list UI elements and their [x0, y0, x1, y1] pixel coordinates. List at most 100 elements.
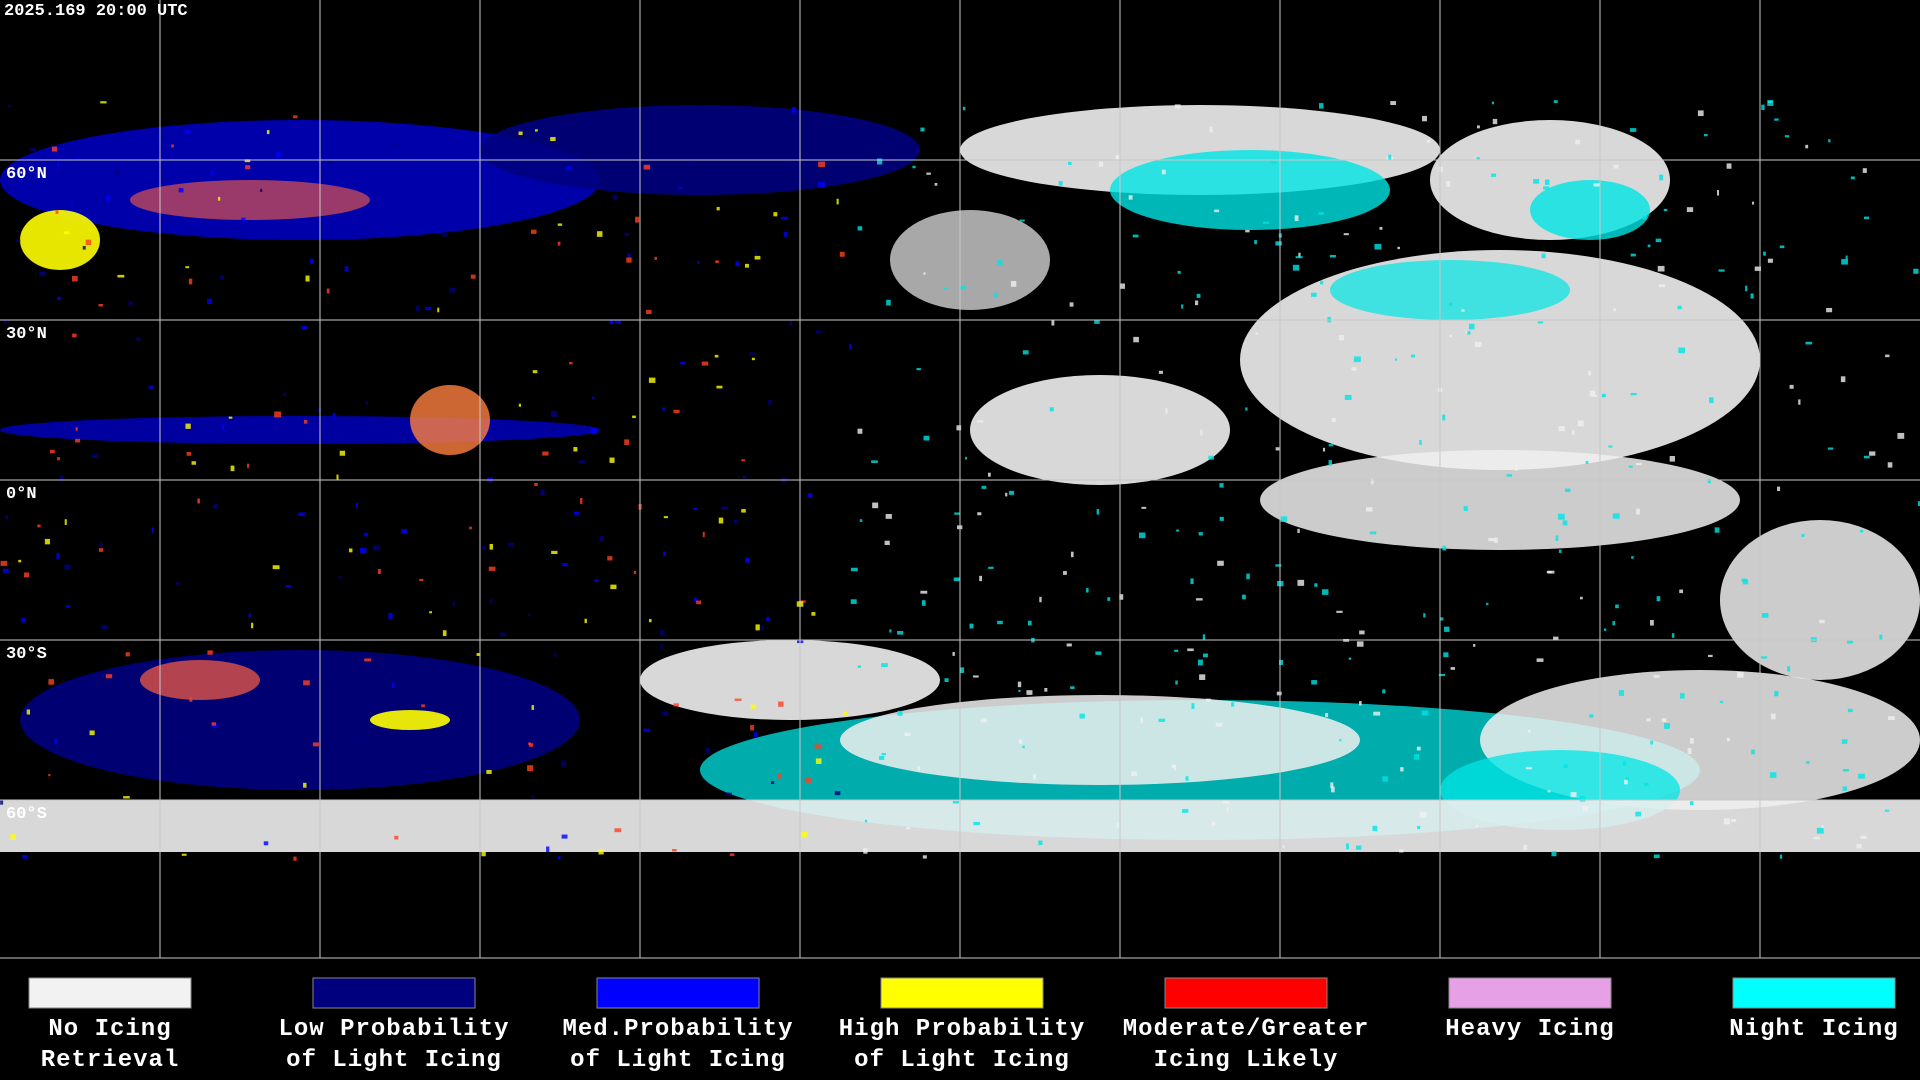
cloud-speck [1190, 578, 1194, 585]
cloud-speck [1049, 407, 1054, 412]
cloud-speck [1689, 801, 1694, 806]
cloud-speck [1348, 657, 1352, 660]
cloud-speck [881, 752, 886, 756]
cloud-speck [1726, 163, 1732, 169]
cloud-speck [1446, 181, 1451, 187]
cloud-speck [1171, 764, 1176, 768]
cloud-speck [348, 548, 353, 553]
cloud-speck [877, 158, 883, 165]
cloud-speck [705, 747, 710, 754]
cloud-speck [1421, 710, 1429, 716]
cloud-speck [1842, 768, 1849, 772]
cloud-speck [1774, 690, 1779, 697]
cloud-speck [293, 115, 298, 119]
cloud-speck [1671, 633, 1675, 638]
cloud-speck [573, 447, 578, 452]
cloud-speck [557, 223, 563, 226]
cloud-speck [944, 678, 949, 683]
legend-swatch [1448, 977, 1612, 1009]
cloud-speck [1658, 284, 1666, 288]
cloud-speck [1467, 331, 1471, 335]
cloud-speck [1187, 648, 1194, 652]
legend-swatch [596, 977, 760, 1009]
cloud-speck [1669, 456, 1675, 462]
cloud-speck [1096, 508, 1100, 515]
cloud-speck [1774, 118, 1779, 121]
cloud-speck [191, 461, 196, 465]
cloud-speck [1343, 233, 1349, 236]
cloud-speck [1869, 451, 1876, 456]
cloud-speck [1044, 687, 1048, 692]
cloud-speck [482, 546, 486, 550]
cloud-speck [1544, 179, 1550, 185]
cloud-speck [814, 744, 822, 749]
cloud-speck [1294, 215, 1299, 222]
cloud-speck [469, 526, 472, 530]
cloud-speck [1066, 643, 1072, 647]
cloud-speck [1140, 717, 1143, 724]
cloud-speck [643, 728, 650, 732]
cloud-speck [1558, 426, 1565, 432]
legend-label: Moderate/Greater [1123, 1016, 1369, 1043]
cloud-speck [783, 231, 788, 237]
cloud-speck [1379, 226, 1383, 230]
cloud-speck [834, 791, 841, 796]
cloud-speck [594, 579, 599, 583]
cloud-speck [692, 507, 698, 510]
cloud-speck [1689, 738, 1694, 744]
cloud-speck [54, 738, 58, 744]
cloud-speck [1723, 818, 1731, 825]
cloud-speck [1027, 620, 1032, 626]
cloud-speck [1476, 157, 1480, 160]
cloud-speck [1373, 711, 1381, 716]
cloud-speck [857, 665, 861, 668]
cloud-speck [136, 337, 141, 341]
cloud-speck [1197, 659, 1203, 666]
cloud-speck [973, 821, 981, 826]
cloud-speck [419, 578, 424, 581]
cloud-speck [897, 631, 904, 635]
cloud-speck [1215, 722, 1223, 727]
cloud-speck [98, 548, 104, 552]
cloud-speck [155, 666, 159, 669]
cloud-speck [22, 854, 28, 859]
cloud-speck [488, 566, 496, 571]
cloud-speck [920, 590, 928, 594]
latitude-label: 60°S [6, 805, 47, 824]
latitude-label: 0°N [6, 485, 37, 504]
cloud-speck [529, 743, 534, 747]
cloud-speck [1594, 394, 1598, 397]
cloud-speck [189, 697, 193, 702]
cloud-speck [1359, 700, 1362, 706]
cloud-speck [635, 216, 640, 223]
cloud-speck [1115, 155, 1120, 160]
cloud-speck [1887, 716, 1895, 720]
cloud-speck [1018, 739, 1023, 744]
cloud-speck [571, 425, 579, 430]
cloud-speck [213, 504, 218, 509]
cloud-speck [981, 485, 987, 489]
cloud-speck [1630, 253, 1636, 257]
cloud-speck [1209, 126, 1213, 133]
cloud-speck [1787, 666, 1791, 672]
cloud-speck [753, 732, 758, 737]
cloud-speck [1488, 538, 1495, 542]
cloud-speck [489, 599, 493, 603]
cloud-speck [1165, 408, 1168, 414]
cloud-speck [241, 217, 246, 222]
cloud-speck [1750, 293, 1754, 299]
cloud-speck [1205, 698, 1211, 702]
cloud-speck [57, 296, 61, 301]
cloud-speck [660, 643, 663, 649]
cloud-speck [766, 616, 771, 621]
cloud-speck [401, 528, 408, 534]
cloud-speck [1745, 285, 1748, 292]
cloud-speck [1275, 447, 1280, 451]
cloud-speck [1631, 556, 1634, 559]
cloud-speck [1653, 854, 1660, 859]
cloud-speck [518, 131, 523, 136]
cloud-speck [648, 618, 652, 623]
cloud-speck [1069, 302, 1074, 307]
cloud-speck [1442, 414, 1446, 421]
cloud-speck [1819, 619, 1825, 624]
